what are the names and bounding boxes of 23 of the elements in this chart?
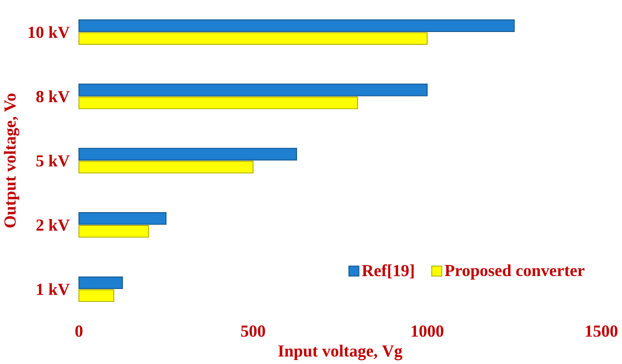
y-tick-label: 2 kV bbox=[36, 218, 70, 231]
bar bbox=[78, 148, 298, 161]
bar bbox=[78, 84, 428, 96]
x-tick-label: 0 bbox=[75, 325, 82, 337]
bar bbox=[78, 19, 515, 32]
x-tick-label: 1500 bbox=[586, 325, 618, 337]
legend-label: Proposed converter bbox=[444, 264, 584, 280]
bar bbox=[78, 32, 428, 45]
x-tick-label: 500 bbox=[241, 325, 266, 337]
y-tick-label: 5 kV bbox=[36, 154, 70, 167]
bar bbox=[78, 160, 254, 174]
bar bbox=[78, 289, 114, 302]
bar bbox=[78, 225, 150, 238]
y-tick-label: 8 kV bbox=[36, 90, 70, 102]
x-tick-label: 1000 bbox=[412, 325, 444, 337]
bar bbox=[78, 276, 123, 290]
x-axis-title: Input voltage, Vg bbox=[278, 344, 402, 360]
legend-label: Ref[19] bbox=[362, 264, 414, 278]
bar bbox=[78, 212, 166, 225]
y-axis-title: Output voltage, Vo bbox=[4, 94, 20, 228]
bar bbox=[78, 96, 358, 110]
y-tick-label: 1 kV bbox=[37, 283, 70, 296]
y-tick-label: 10 kV bbox=[28, 26, 70, 38]
